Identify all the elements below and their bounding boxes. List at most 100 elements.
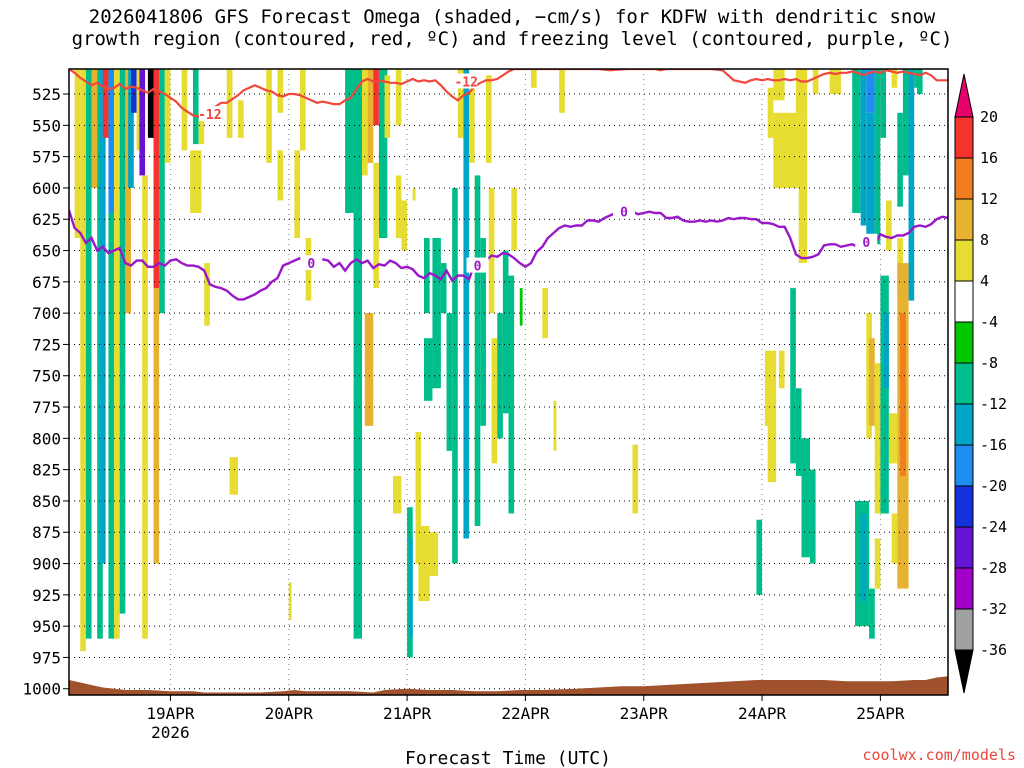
x-tick-label-24APR: 24APR [738, 704, 787, 723]
omega-cell-57 [409, 538, 413, 639]
omega-cell-40 [367, 69, 374, 163]
omega-cell-3 [91, 69, 98, 188]
omega-cell-102 [886, 200, 892, 251]
omega-cell-38 [353, 69, 362, 639]
colorbar-label--12: -12 [980, 395, 1007, 413]
x-tick-year: 2026 [151, 723, 190, 742]
omega-cell-104 [902, 69, 909, 176]
colorbar-label--24: -24 [980, 518, 1007, 536]
omega-cell-2 [85, 69, 92, 639]
terrain [69, 676, 948, 695]
omega-cell-72 [508, 275, 515, 514]
omega-cell-101 [891, 69, 898, 88]
omega-cell-120 [874, 538, 881, 589]
y-tick-label-850: 850 [32, 492, 61, 511]
colorbar-segment-4 [954, 280, 974, 323]
omega-cell-41 [373, 69, 379, 126]
colorbar-segment-12 [954, 608, 974, 651]
contours [69, 69, 948, 301]
terrain-fill [69, 676, 948, 695]
colorbar-label-16: 16 [980, 149, 998, 167]
omega-cell-48 [392, 475, 402, 514]
omega-cell-83 [773, 69, 785, 101]
omega-cell-12 [128, 69, 134, 188]
y-tick-label-700: 700 [32, 304, 61, 323]
omega-cell-85 [764, 350, 777, 426]
colorbar: 20 16 12 8 4 -4 -8 -12 -16 -20 -24 -28 -32 -36 [954, 73, 1007, 694]
omega-cell-44 [384, 75, 391, 138]
fzl-label-3-bg [613, 203, 636, 219]
omega-cell-64 [469, 87, 475, 163]
omega-cell-86 [767, 425, 777, 483]
colorbar-label-8: 8 [980, 231, 989, 249]
omega-cell-23 [192, 69, 199, 145]
omega-cell-91 [801, 438, 810, 558]
omega-cell-93 [756, 519, 763, 595]
omega-cell-114 [874, 363, 881, 514]
y-tick-label-600: 600 [32, 179, 61, 198]
omega-cell-68 [491, 338, 498, 464]
omega-cell-21 [164, 69, 171, 163]
x-tick-label-21APR: 21APR [383, 704, 432, 723]
y-tick-label-650: 650 [32, 242, 61, 261]
omega-cell-116 [883, 313, 889, 389]
y-tick-label-800: 800 [32, 429, 61, 448]
omega-cell-82 [798, 187, 808, 264]
y-tick-label-525: 525 [32, 85, 61, 104]
omega-cell-113 [869, 338, 875, 426]
omega-cell-63 [463, 69, 470, 539]
colorbar-top-arrow [954, 73, 974, 118]
y-tick-label-775: 775 [32, 398, 61, 417]
y-tick-label-875: 875 [32, 523, 61, 542]
colorbar-label--4: -4 [980, 313, 998, 331]
colorbar-segment-2 [954, 198, 974, 241]
dgz-contour-line [69, 69, 948, 118]
y-tick-label-900: 900 [32, 555, 61, 574]
dgz-label-2: -12 [454, 76, 477, 91]
omega-cell-49 [401, 200, 408, 251]
omega-cell-107 [917, 69, 923, 95]
omega-cell-18 [153, 69, 160, 289]
omega-cell-110 [900, 313, 906, 476]
omega-cell-1 [80, 69, 86, 652]
y-axis-ticks: 525 550 575 600 625 650 675 700 725 750 775 800 825 8… [22, 85, 69, 699]
omega-cell-10 [119, 69, 126, 614]
omega-cell-17 [147, 69, 154, 138]
omega-cell-32 [300, 69, 306, 151]
colorbar-label-20: 20 [980, 108, 998, 126]
omega-cell-105 [908, 69, 915, 301]
omega-cell-79 [632, 444, 639, 514]
y-tick-label-1000: 1000 [22, 680, 61, 699]
colorbar-segment-6 [954, 362, 974, 405]
omega-cell-51 [415, 432, 422, 564]
fzl-label-2-bg [466, 257, 489, 273]
omega-cell-58 [429, 532, 439, 577]
omega-cell-30 [266, 69, 272, 163]
omega-cell-69 [485, 75, 492, 163]
chart-title-line2: growth region (contoured, red, ºC) and f… [71, 28, 953, 50]
omega-cell-43 [364, 313, 374, 426]
colorbar-label--20: -20 [980, 477, 1007, 495]
colorbar-label-12: 12 [980, 190, 998, 208]
x-tick-label-19APR: 19APR [146, 704, 195, 723]
omega-cell-81 [773, 112, 808, 188]
omega-cell-118 [860, 513, 867, 602]
y-tick-label-550: 550 [32, 116, 61, 135]
omega-cell-7 [108, 69, 115, 213]
y-tick-label-625: 625 [32, 210, 61, 229]
omega-cell-115 [880, 275, 889, 514]
omega-cell-6 [102, 69, 109, 138]
y-tick-label-975: 975 [32, 648, 61, 667]
colorbar-label--16: -16 [980, 436, 1007, 454]
omega-cell-47 [395, 175, 402, 239]
omega-cell-16 [142, 175, 148, 639]
omega-cell-90 [795, 388, 802, 476]
omega-shading [63, 69, 923, 658]
x-tick-label-23APR: 23APR [620, 704, 669, 723]
omega-cell-122 [63, 69, 69, 88]
omega-cell-45 [373, 162, 379, 289]
credit-text: coolwx.com/models [862, 746, 1016, 764]
colorbar-segment-10 [954, 526, 974, 569]
y-tick-label-725: 725 [32, 335, 61, 354]
